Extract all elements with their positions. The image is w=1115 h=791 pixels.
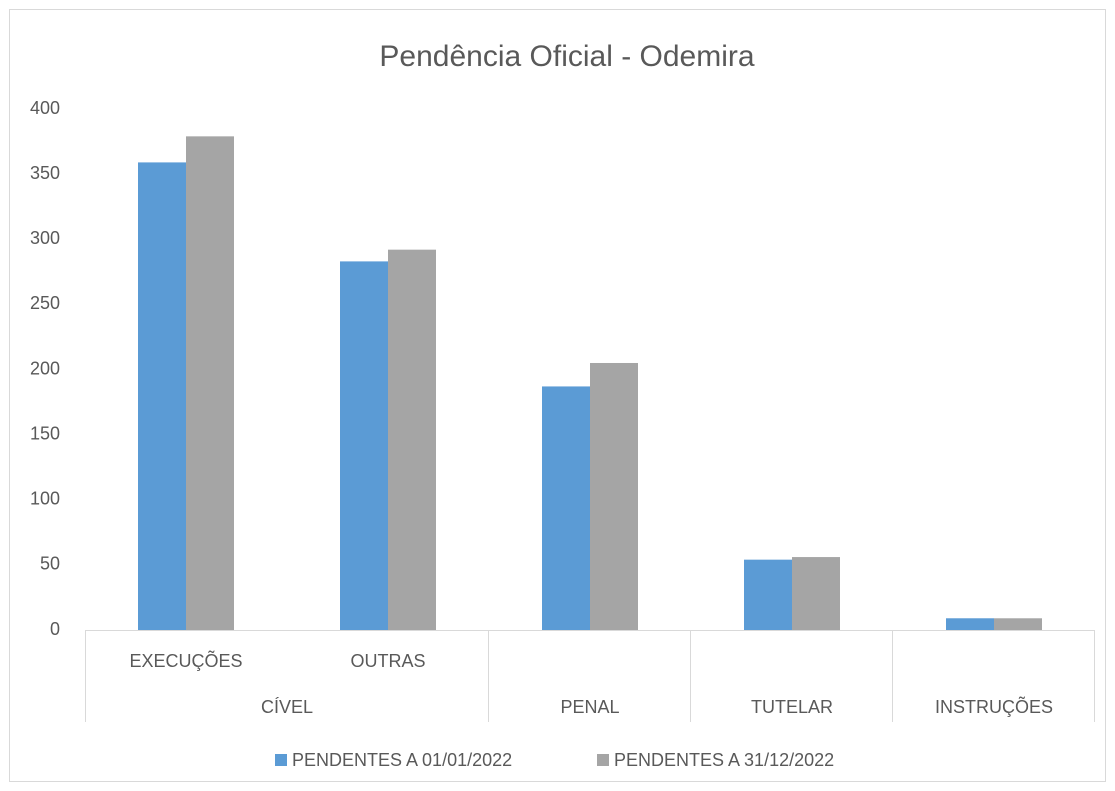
group-label: PENAL bbox=[560, 697, 619, 717]
legend-label: PENDENTES A 01/01/2022 bbox=[292, 750, 512, 770]
x-tick-label: EXECUÇÕES bbox=[129, 650, 242, 671]
y-tick-label: 250 bbox=[30, 293, 60, 313]
y-tick-label: 400 bbox=[30, 98, 60, 118]
bar bbox=[340, 261, 388, 630]
group-label: INSTRUÇÕES bbox=[935, 696, 1053, 717]
bar bbox=[542, 386, 590, 630]
legend-swatch bbox=[275, 754, 287, 766]
group-label: TUTELAR bbox=[751, 697, 833, 717]
bar bbox=[792, 557, 840, 630]
bar bbox=[186, 136, 234, 631]
y-tick-label: 50 bbox=[40, 554, 60, 574]
y-tick-label: 200 bbox=[30, 358, 60, 378]
legend-swatch bbox=[597, 754, 609, 766]
bar bbox=[946, 618, 994, 630]
y-tick-label: 0 bbox=[50, 619, 60, 639]
y-tick-label: 350 bbox=[30, 163, 60, 183]
y-tick-label: 100 bbox=[30, 489, 60, 509]
bar bbox=[590, 362, 638, 630]
bar bbox=[388, 249, 436, 631]
y-tick-label: 150 bbox=[30, 423, 60, 443]
chart-title: Pendência Oficial - Odemira bbox=[379, 40, 754, 73]
y-tick-label: 300 bbox=[30, 228, 60, 248]
x-tick-label: OUTRAS bbox=[350, 651, 425, 671]
legend-label: PENDENTES A 31/12/2022 bbox=[614, 750, 834, 770]
bar bbox=[994, 618, 1042, 630]
bar bbox=[138, 162, 186, 630]
group-label: CÍVEL bbox=[261, 697, 313, 717]
bar bbox=[744, 559, 792, 630]
